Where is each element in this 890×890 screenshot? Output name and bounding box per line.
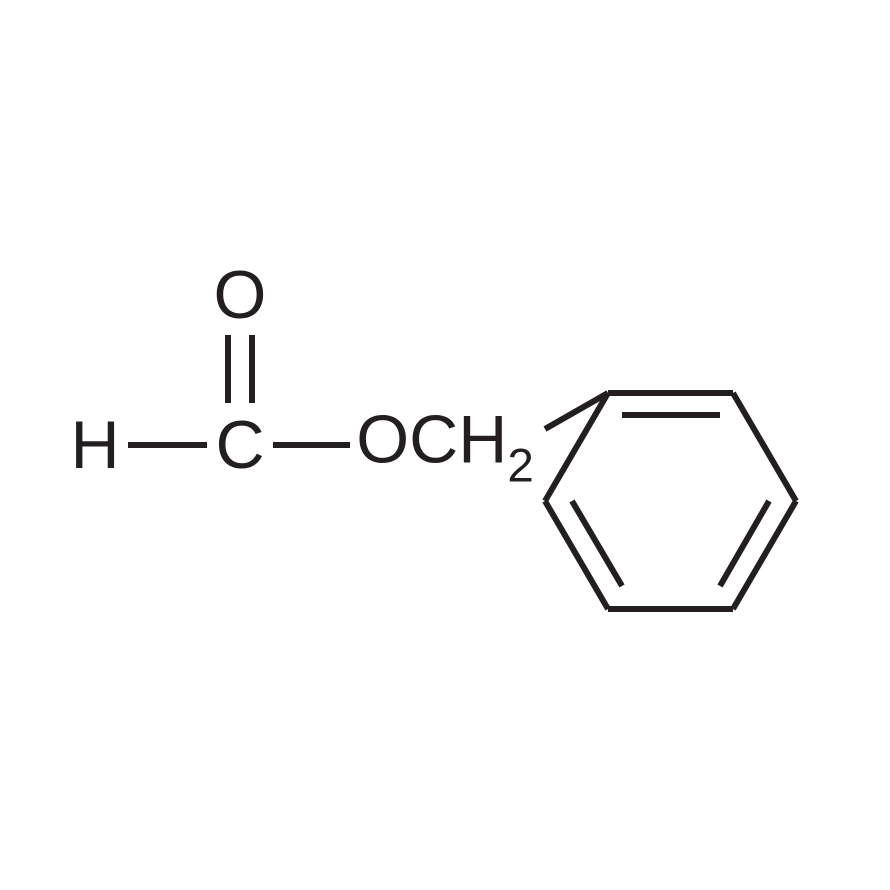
atom-C-carbonyl: C [215,406,264,484]
bond-ring-5-6 [545,501,608,609]
bond-ring-2-3 [733,393,796,501]
molecule-diagram: H C O OCH2 [0,0,890,890]
bond-ring-3-4 [733,501,796,609]
atom-OCH2: OCH2 [356,401,534,490]
bond-ring-inner-5-6 [572,501,622,586]
atom-OCH2-sub: 2 [507,440,533,493]
atom-H-formyl: H [70,406,119,484]
atom-OCH2-text: OCH [356,402,507,478]
atom-O-carbonyl: O [214,256,267,334]
bond-ring-inner-3-4 [720,501,769,586]
